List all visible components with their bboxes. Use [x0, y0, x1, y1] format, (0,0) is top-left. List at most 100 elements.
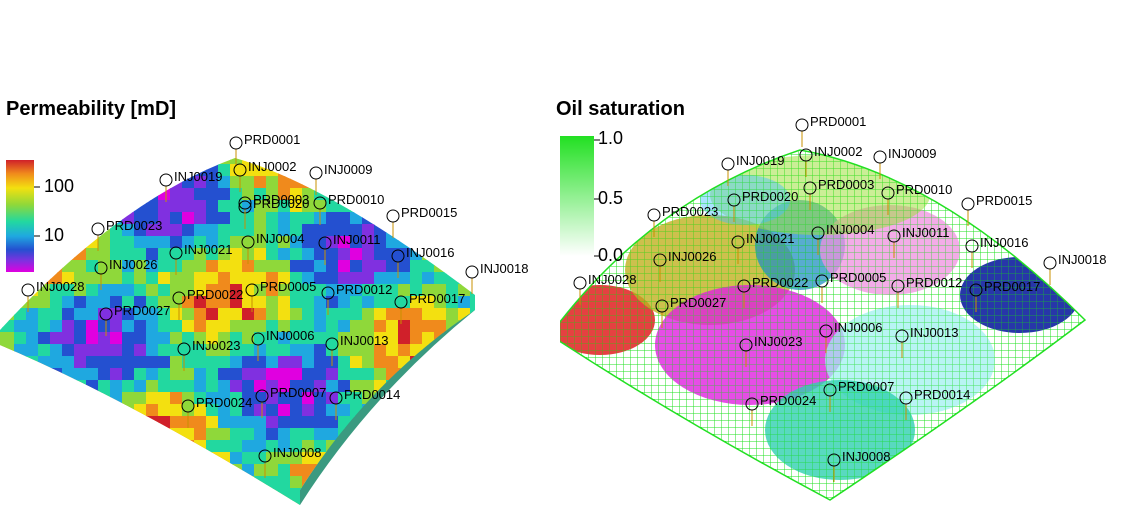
right-well-prd0027: PRD0027	[655, 295, 726, 328]
well-label: INJ0013	[340, 333, 388, 348]
well-circle	[241, 235, 255, 249]
right-well-inj0026: INJ0026	[653, 249, 716, 282]
left-well-inj0002: INJ0002	[233, 159, 296, 192]
right-well-prd0023: PRD0023	[647, 204, 718, 237]
well-circle	[309, 166, 323, 180]
left-well-prd0001: PRD0001	[229, 132, 300, 165]
permeability-side-right	[300, 295, 475, 505]
right-well-prd0012: PRD0012	[891, 275, 962, 308]
left-well-inj0021: INJ0021	[169, 242, 232, 275]
well-label: INJ0018	[480, 261, 528, 276]
well-circle	[815, 274, 829, 288]
well-circle	[727, 193, 741, 207]
oil-saturation-colorbar	[560, 136, 594, 256]
well-label: INJ0028	[36, 279, 84, 294]
right-well-inj0018: INJ0018	[1043, 252, 1106, 285]
left-well-prd0023: PRD0023	[91, 218, 162, 251]
right-well-prd0010: PRD0010	[881, 182, 952, 215]
well-label: PRD0010	[328, 192, 384, 207]
well-circle	[313, 196, 327, 210]
well-label: PRD0015	[976, 193, 1032, 208]
well-circle	[799, 148, 813, 162]
well-label: PRD0005	[260, 279, 316, 294]
well-label: PRD0024	[760, 393, 816, 408]
well-circle	[827, 453, 841, 467]
well-circle	[823, 383, 837, 397]
well-circle	[887, 229, 901, 243]
well-label: INJ0009	[888, 146, 936, 161]
right-well-prd0001: PRD0001	[795, 114, 866, 147]
well-label: PRD0020	[253, 196, 309, 211]
well-circle	[961, 197, 975, 211]
well-label: INJ0016	[406, 245, 454, 260]
right-well-inj0023: INJ0023	[739, 334, 802, 367]
well-label: INJ0026	[668, 249, 716, 264]
well-label: PRD0003	[253, 192, 309, 207]
permeability-tick-100: 100	[44, 176, 75, 196]
well-label: INJ0004	[826, 222, 874, 237]
left-well-prd0005: PRD0005	[245, 279, 316, 312]
well-circle	[745, 397, 759, 411]
well-label: INJ0021	[746, 231, 794, 246]
right-well-prd0017: PRD0017	[969, 279, 1040, 312]
well-label: INJ0009	[324, 162, 372, 177]
well-circle	[258, 449, 272, 463]
left-well-inj0026: INJ0026	[94, 257, 157, 290]
right-well-inj0008: INJ0008	[827, 449, 890, 482]
right-well-inj0013: INJ0013	[895, 325, 958, 358]
well-label: INJ0016	[980, 235, 1028, 250]
left-well-inj0028: INJ0028	[21, 279, 84, 312]
oil-saturation-panel: Oil saturation	[556, 0, 1130, 526]
well-circle	[653, 253, 667, 267]
well-circle	[172, 291, 186, 305]
right-well-inj0009: INJ0009	[873, 146, 936, 179]
well-circle	[159, 173, 173, 187]
right-well-inj0016: INJ0016	[965, 235, 1028, 268]
well-circle	[325, 337, 339, 351]
oil-saturation-title: Oil saturation	[556, 98, 685, 120]
well-circle	[795, 118, 809, 132]
well-circle	[965, 239, 979, 253]
right-well-inj0028: INJ0028	[573, 272, 636, 305]
right-well-prd0014: PRD0014	[899, 387, 970, 420]
right-well-prd0022: PRD0022	[737, 275, 808, 308]
well-label: PRD0003	[818, 177, 874, 192]
well-circle	[391, 249, 405, 263]
right-well-inj0002: INJ0002	[799, 144, 862, 177]
well-circle	[731, 235, 745, 249]
well-circle	[255, 389, 269, 403]
well-circle	[739, 338, 753, 352]
left-well-prd0022: PRD0022	[172, 287, 243, 320]
well-circle	[181, 399, 195, 413]
well-label: PRD0007	[838, 379, 894, 394]
right-well-prd0003: PRD0003	[803, 177, 874, 210]
well-circle	[94, 261, 108, 275]
right-well-markers: PRD0001 INJ0019 INJ0002 INJ0009 PRD0020 PRD00…	[573, 114, 1106, 482]
well-circle	[1043, 256, 1057, 270]
well-label: PRD0017	[409, 291, 465, 306]
well-label: INJ0004	[256, 231, 304, 246]
permeability-tick-10: 10	[44, 225, 65, 245]
well-circle	[99, 307, 113, 321]
well-label: PRD0015	[401, 205, 457, 220]
left-well-inj0011: INJ0011	[318, 232, 380, 265]
left-well-prd0027: PRD0027	[99, 303, 170, 336]
well-label: INJ0019	[736, 153, 784, 168]
well-label: INJ0011	[902, 225, 949, 240]
permeability-title: Permeability [mD]	[6, 98, 177, 120]
well-circle	[251, 332, 265, 346]
well-circle	[177, 342, 191, 356]
well-circle	[969, 283, 983, 297]
well-circle	[245, 283, 259, 297]
well-circle	[881, 186, 895, 200]
well-label: PRD0023	[106, 218, 162, 233]
well-label: INJ0008	[842, 449, 890, 464]
well-label: INJ0018	[1058, 252, 1106, 267]
left-well-prd0015: PRD0015	[386, 205, 457, 238]
well-label: PRD0014	[914, 387, 970, 402]
well-circle	[321, 286, 335, 300]
well-label: INJ0002	[248, 159, 296, 174]
well-circle	[329, 391, 343, 405]
